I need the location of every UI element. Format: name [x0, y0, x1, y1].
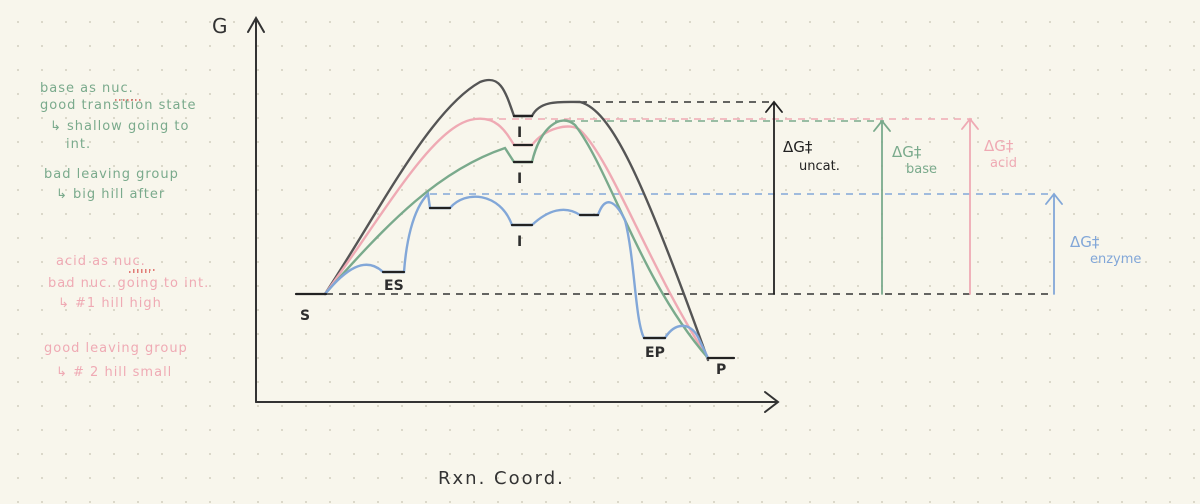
- enzyme-dg-label: enzyme: [1090, 252, 1141, 267]
- acid-dg-symbol: ΔG‡: [984, 137, 1014, 155]
- acid-note-2: bad nuc. going to int.: [48, 276, 209, 291]
- label-ep: EP: [645, 345, 665, 361]
- label-es: ES: [384, 278, 404, 294]
- acid-barrier-arrow: [961, 117, 979, 295]
- enzyme-curve: [323, 191, 710, 360]
- uncat-barrier-arrow: [765, 100, 783, 295]
- uncat-dg-symbol: ΔG‡: [783, 138, 813, 156]
- x-axis-arrow-icon: [764, 391, 780, 413]
- label-product: P: [716, 362, 726, 378]
- base-barrier-arrow: [873, 119, 891, 295]
- x-axis-label: Rxn. Coord.: [438, 468, 565, 489]
- label-i-2: I: [517, 171, 522, 187]
- acid-note-3: ↳ #1 hill high: [58, 296, 162, 311]
- acid-dg-label: acid: [990, 156, 1017, 171]
- enzyme-barrier-arrow: [1045, 192, 1063, 295]
- acid-note-4: good leaving group: [44, 341, 188, 356]
- base-note-3: ↳ shallow going to: [50, 119, 189, 134]
- base-note-6: ↳ big hill after: [56, 187, 165, 202]
- uncatalyzed-curve: [323, 78, 710, 362]
- uncat-dg-label: uncat.: [799, 159, 840, 174]
- y-axis-arrow-icon: [247, 15, 265, 33]
- base-curve: [323, 119, 710, 360]
- acid-note-5: ↳ # 2 hill small: [56, 365, 172, 380]
- base-note-5: bad leaving group: [44, 167, 179, 182]
- y-axis-label: G: [212, 14, 228, 38]
- enzyme-dg-symbol: ΔG‡: [1070, 233, 1100, 251]
- base-note-2: good transition state: [40, 98, 197, 113]
- base-notes: base as nuc. good transition state ↳ sha…: [40, 81, 197, 202]
- label-i-3: I: [517, 234, 522, 250]
- label-substrate: S: [300, 308, 310, 324]
- base-note-1: base as nuc.: [40, 81, 134, 96]
- base-dg-symbol: ΔG‡: [892, 143, 922, 161]
- label-i-1: I: [517, 125, 522, 141]
- base-note-4: int.: [66, 137, 91, 152]
- acid-notes: acid as nuc. bad nuc. going to int. ↳ #1…: [44, 254, 209, 380]
- acid-note-1: acid as nuc.: [56, 254, 146, 269]
- axes: [247, 15, 780, 413]
- base-dg-label: base: [906, 162, 937, 177]
